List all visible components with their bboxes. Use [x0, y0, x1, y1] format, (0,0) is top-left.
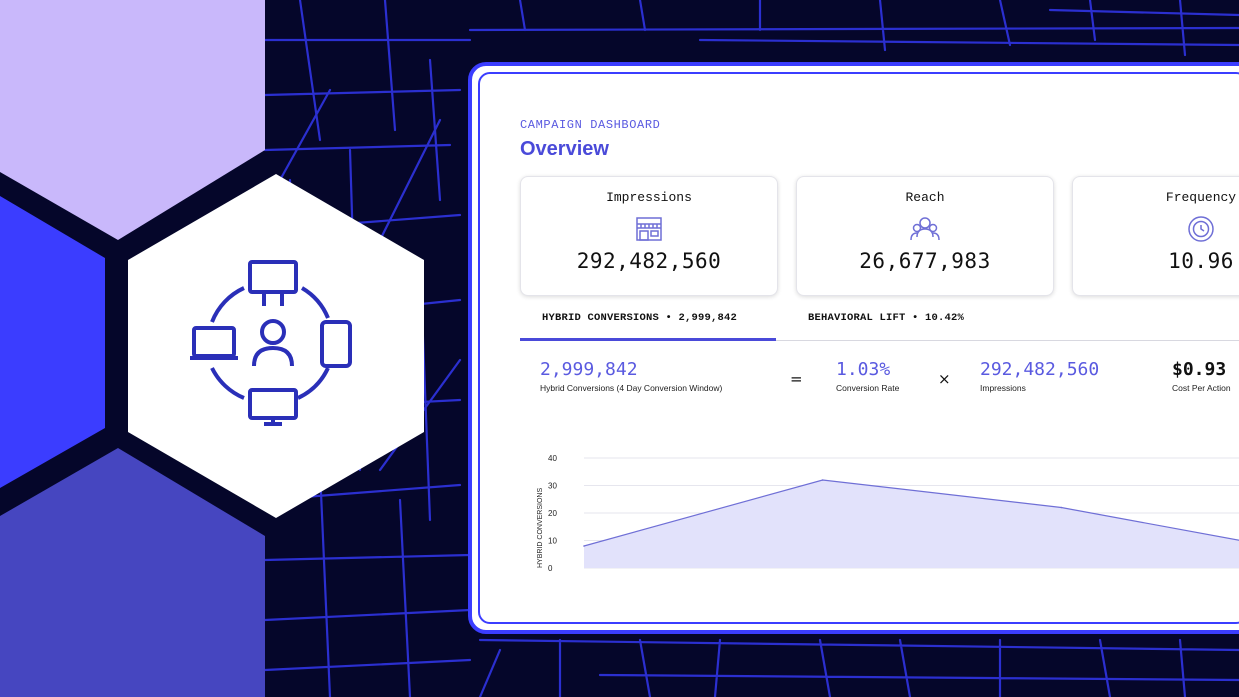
times-sign: ×	[938, 370, 951, 388]
chart-point	[583, 545, 585, 547]
hex-blue-decoration	[0, 196, 105, 488]
conversions-metric: 2,999,842 Hybrid Conversions (4 Day Conv…	[540, 359, 722, 393]
hex-mid-decoration	[0, 448, 265, 697]
storefront-icon	[636, 217, 662, 241]
cpa-metric: $0.93 Cost Per Action	[1172, 359, 1231, 393]
rate-metric: 1.03% Conversion Rate	[836, 359, 899, 393]
impressions-caption: Impressions	[980, 383, 1026, 393]
y-tick-label: 40	[548, 454, 557, 463]
card-label: Impressions	[606, 190, 692, 205]
tab-divider	[520, 340, 1239, 341]
dashboard-window: CAMPAIGN DASHBOARD Overview Impressions …	[468, 62, 1239, 634]
conversions-caption: Hybrid Conversions (4 Day Conversion Win…	[540, 383, 723, 393]
clock-cycle-icon	[1188, 216, 1214, 242]
reach-value: 26,677,983	[859, 249, 991, 273]
hex-white-icon-badge	[128, 174, 424, 518]
rate-caption: Conversion Rate	[836, 383, 900, 393]
y-axis-label: HYBRID CONVERSIONS	[537, 488, 544, 568]
tab-behavioral-lift[interactable]: BEHAVIORAL LIFT • 10.42%	[808, 312, 965, 324]
cpa-value: $0.93	[1172, 359, 1227, 380]
cpa-caption: Cost Per Action	[1172, 383, 1231, 393]
chart-point	[1060, 506, 1063, 509]
reach-card[interactable]: Reach 26,677,983	[796, 176, 1054, 296]
chart-area-fill	[584, 480, 1239, 568]
page-title: Overview	[520, 138, 609, 160]
y-tick-label: 20	[548, 509, 557, 518]
impressions-card[interactable]: Impressions 292,482,560	[520, 176, 778, 296]
y-tick-label: 10	[548, 537, 557, 546]
multi-device-network-icon	[190, 260, 352, 426]
tab-hybrid-conversions[interactable]: HYBRID CONVERSIONS • 2,999,842	[542, 312, 738, 324]
impressions-value: 292,482,560	[576, 249, 722, 273]
card-label: Frequency	[1165, 190, 1237, 205]
chart-point	[821, 479, 824, 481]
frequency-value: 10.96	[1168, 249, 1234, 273]
y-tick-label: 30	[548, 482, 557, 491]
y-tick-label: 0	[548, 564, 553, 573]
hybrid-conversions-chart: 0 10 20 30 40 HYBRID CONVERSIONS	[537, 454, 1239, 573]
rate-value: 1.03%	[836, 359, 891, 380]
chart-series-line	[583, 479, 1239, 547]
card-label: Reach	[905, 190, 945, 205]
frequency-card[interactable]: Frequency 10.96	[1072, 176, 1239, 296]
dashboard-content: CAMPAIGN DASHBOARD Overview Impressions …	[478, 72, 1239, 624]
people-icon	[910, 217, 940, 241]
equals-sign: =	[790, 370, 803, 388]
conversions-value: 2,999,842	[540, 359, 638, 380]
tab-active-indicator	[520, 338, 776, 341]
hex-light-decoration	[0, 0, 265, 240]
dashboard-eyebrow: CAMPAIGN DASHBOARD	[520, 118, 661, 132]
impressions-metric: 292,482,560 Impressions	[980, 359, 1099, 393]
impressions-formula-value: 292,482,560	[980, 359, 1100, 380]
